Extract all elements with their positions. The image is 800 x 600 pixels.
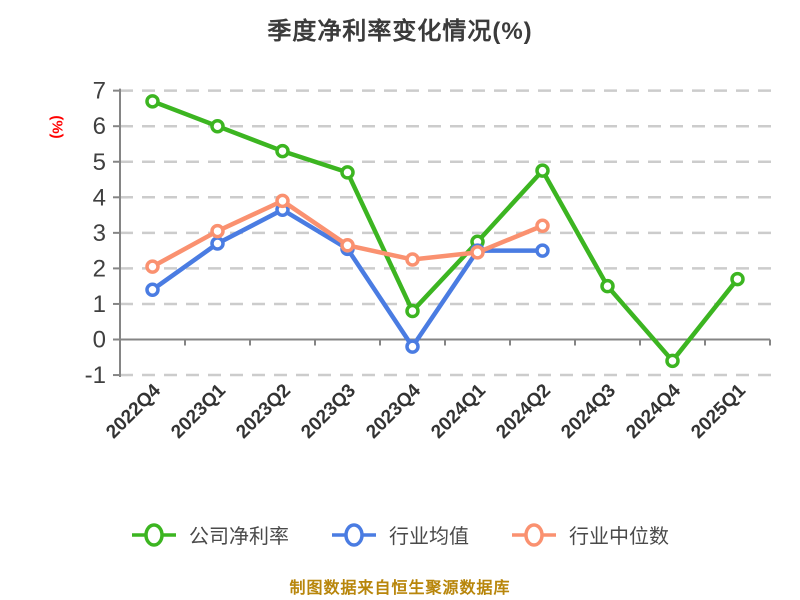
data-source-caption: 制图数据来自恒生聚源数据库 [289, 580, 511, 597]
x-tick-label: 2023Q2 [232, 380, 295, 443]
y-tick-label: 7 [93, 78, 106, 105]
y-tick-label: 2 [93, 255, 106, 282]
data-point-marker [535, 243, 550, 258]
legend-line-circle-icon [132, 522, 176, 547]
data-point-marker [405, 339, 420, 354]
chart-title: 季度净利率变化情况(%) [267, 18, 533, 45]
y-tick-label: 5 [93, 149, 106, 176]
x-tick-label: 2023Q3 [297, 380, 360, 443]
x-tick-label: 2024Q2 [492, 380, 555, 443]
data-point-marker [145, 282, 160, 297]
x-tick-label: 2025Q1 [687, 380, 750, 443]
legend-item-industry-average[interactable]: 行业均值 [331, 520, 469, 549]
legend-item-industry-median[interactable]: 行业中位数 [511, 520, 669, 549]
data-point-marker [275, 193, 290, 209]
legend-line-circle-icon [512, 522, 556, 547]
y-tick-label: 1 [93, 291, 106, 318]
legend-label: 行业中位数 [569, 526, 669, 548]
data-point-marker [405, 303, 420, 319]
y-tick-label: 3 [93, 220, 106, 247]
data-point-marker [145, 259, 160, 274]
data-point-marker [665, 353, 680, 369]
y-tick-label: 4 [93, 184, 106, 211]
data-point-marker [600, 278, 615, 294]
x-tick-label: 2024Q4 [622, 380, 685, 443]
data-point-marker [210, 118, 225, 134]
legend-label: 行业均值 [389, 526, 469, 548]
legend-label: 公司净利率 [189, 526, 289, 548]
y-tick-label: -1 [85, 362, 106, 389]
x-tick-label: 2024Q1 [427, 380, 490, 443]
y-tick-label: 6 [93, 113, 106, 140]
data-point-marker [470, 245, 485, 260]
data-point-marker [145, 94, 160, 109]
data-point-marker [275, 143, 290, 159]
legend-line-circle-icon [332, 522, 376, 547]
x-tick-label: 2023Q1 [167, 380, 230, 443]
data-point-marker [535, 218, 550, 233]
data-point-marker [210, 223, 225, 239]
data-point-marker [535, 163, 550, 178]
data-point-marker [340, 165, 355, 180]
x-tick-label: 2022Q4 [102, 380, 165, 443]
data-point-marker [340, 238, 355, 253]
legend-item-company-net-margin[interactable]: 公司净利率 [131, 520, 289, 549]
data-point-marker [405, 252, 420, 267]
x-tick-label: 2024Q3 [557, 380, 620, 443]
y-tick-label: 0 [93, 327, 106, 354]
data-point-marker [730, 271, 745, 287]
chart-legend: 公司净利率 行业均值 行业中位数 [0, 520, 800, 549]
x-tick-label: 2023Q4 [362, 380, 425, 443]
series-line-0 [150, 99, 740, 364]
data-point-marker [210, 236, 225, 251]
